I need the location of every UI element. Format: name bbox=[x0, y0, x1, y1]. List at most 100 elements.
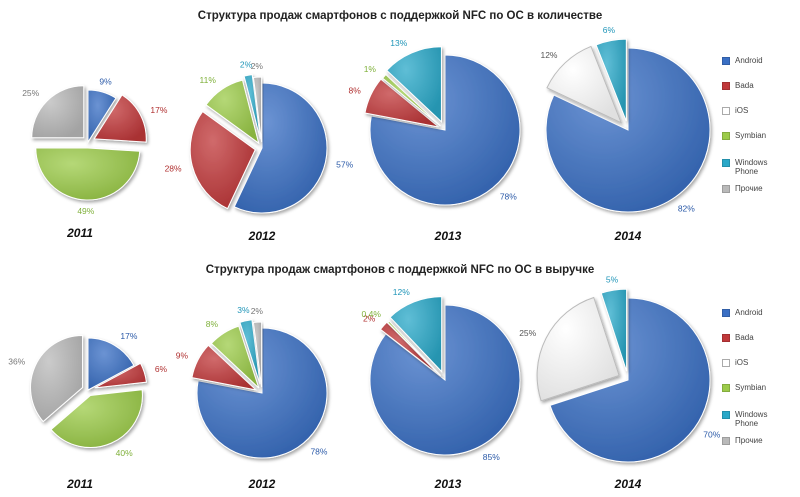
legend-item-прочие: Прочие bbox=[722, 184, 792, 193]
pie-label-0-2012-android: 57% bbox=[336, 160, 353, 170]
legend-label-android: Android bbox=[735, 308, 763, 317]
pie-slice-1-2012-windows-phone bbox=[239, 319, 261, 385]
year-label-1-2014: 2014 bbox=[614, 477, 642, 491]
pie-slice-1-2014-android bbox=[549, 297, 711, 463]
pie-slice-0-2012-прочие bbox=[252, 76, 263, 143]
pie-label-0-2011-android: 9% bbox=[99, 77, 112, 87]
pie-slice-1-2012-symbian bbox=[210, 325, 260, 389]
year-label-0-2013: 2013 bbox=[434, 229, 462, 243]
year-label-0-2012: 2012 bbox=[248, 229, 276, 243]
legend-swatch-ios bbox=[722, 107, 730, 115]
legend-swatch-windows-phone bbox=[722, 411, 730, 419]
pie-label-0-2013-symbian: 1% bbox=[364, 64, 377, 74]
pie-slice-1-2012-прочие bbox=[252, 321, 263, 388]
year-label-1-2011: 2011 bbox=[66, 477, 93, 491]
legend-label-android: Android bbox=[735, 56, 763, 65]
legend-label-прочие: Прочие bbox=[735, 436, 763, 445]
pie-label-0-2012-symbian: 11% bbox=[200, 75, 217, 85]
legend-item-android: Android bbox=[722, 56, 792, 65]
pie-slice-0-2013-bada bbox=[364, 78, 439, 128]
pie-slice-1-2011-symbian bbox=[50, 389, 143, 448]
legend-swatch-bada bbox=[722, 82, 730, 90]
legend-swatch-ios bbox=[722, 359, 730, 367]
pie-slice-1-2013-bada bbox=[379, 321, 441, 376]
legend-label-windows-phone: Windows Phone bbox=[735, 158, 768, 176]
pie-slice-1-2013-android bbox=[369, 304, 521, 456]
pie-slice-1-2011-прочие bbox=[30, 335, 84, 423]
pie-slice-1-2014-ios bbox=[536, 296, 620, 402]
pie-slice-0-2014-ios bbox=[546, 45, 623, 124]
pie-label-1-2013-bada: 2% bbox=[363, 313, 376, 323]
pie-label-0-2012-прочие: 2% bbox=[251, 61, 264, 71]
pie-label-0-2014-android: 82% bbox=[678, 204, 695, 214]
pie-slice-0-2014-android bbox=[545, 47, 711, 213]
pie-slice-1-2013-windows-phone bbox=[389, 296, 443, 373]
legend-swatch-android bbox=[722, 57, 730, 65]
chart-title-quantity: Структура продаж смартфонов с поддержкой… bbox=[197, 10, 603, 22]
pie-slice-0-2013-android bbox=[369, 54, 521, 206]
pie-label-0-2011-bada: 17% bbox=[150, 105, 167, 115]
legend-item-symbian: Symbian bbox=[722, 131, 792, 140]
pie-label-1-2013-android: 85% bbox=[483, 452, 500, 462]
pie-slice-1-2012-bada bbox=[191, 344, 258, 391]
pie-label-1-2013-windows-phone: 12% bbox=[393, 287, 410, 297]
legend-label-ios: iOS bbox=[735, 106, 749, 115]
legend-label-bada: Bada bbox=[735, 81, 754, 90]
legend-swatch-windows-phone bbox=[722, 159, 730, 167]
pie-label-0-2014-ios: 12% bbox=[540, 50, 557, 60]
pie-slice-0-2011-android bbox=[87, 89, 117, 144]
legend-swatch-symbian bbox=[722, 132, 730, 140]
legend-swatch-прочие bbox=[722, 437, 730, 445]
pie-label-1-2014-ios: 25% bbox=[519, 328, 536, 338]
pie-label-1-2011-symbian: 40% bbox=[116, 448, 133, 458]
pie-label-1-2014-windows-phone: 5% bbox=[606, 274, 619, 284]
pie-label-0-2013-bada: 8% bbox=[349, 85, 362, 95]
pie-slice-1-2011-android bbox=[87, 337, 135, 391]
pie-label-1-2012-android: 78% bbox=[310, 447, 327, 457]
pie-slice-0-2012-android bbox=[233, 82, 328, 214]
legend-item-ios: iOS bbox=[722, 106, 792, 115]
legend-label-symbian: Symbian bbox=[735, 383, 767, 392]
legend-item-android: Android bbox=[722, 308, 792, 317]
legend-item-windows-phone: Windows Phone bbox=[722, 410, 792, 428]
legend-swatch-android bbox=[722, 309, 730, 317]
pie-slice-1-2012-android bbox=[196, 327, 328, 459]
pie-label-1-2012-symbian: 8% bbox=[206, 319, 219, 329]
legend-label-windows-phone: Windows Phone bbox=[735, 410, 768, 428]
pie-slice-1-2011-bada bbox=[94, 362, 147, 389]
pie-label-0-2013-windows-phone: 13% bbox=[390, 38, 407, 48]
year-label-1-2013: 2013 bbox=[434, 477, 462, 491]
legend-item-прочие: Прочие bbox=[722, 436, 792, 445]
pie-label-1-2012-windows-phone: 3% bbox=[237, 305, 250, 315]
pie-label-0-2011-прочие: 25% bbox=[22, 88, 39, 98]
pie-label-1-2014-android: 70% bbox=[703, 430, 720, 440]
chart-title-revenue: Структура продаж смартфонов с поддержкой… bbox=[205, 264, 595, 276]
legend-item-symbian: Symbian bbox=[722, 383, 792, 392]
legend-item-ios: iOS bbox=[722, 358, 792, 367]
pie-label-1-2012-прочие: 2% bbox=[251, 306, 264, 316]
legend-swatch-symbian bbox=[722, 384, 730, 392]
legend-label-symbian: Symbian bbox=[735, 131, 767, 140]
pie-slice-0-2012-windows-phone bbox=[243, 74, 261, 140]
pie-slice-0-2014-windows-phone bbox=[595, 38, 627, 122]
pie-label-0-2014-windows-phone: 6% bbox=[603, 25, 616, 35]
pie-label-0-2012-windows-phone: 2% bbox=[240, 60, 253, 70]
legend-item-bada: Bada bbox=[722, 333, 792, 342]
pie-label-1-2012-bada: 9% bbox=[176, 350, 189, 360]
pie-slice-0-2011-bada bbox=[93, 94, 147, 143]
legend-label-прочие: Прочие bbox=[735, 184, 763, 193]
pie-label-1-2011-android: 17% bbox=[120, 331, 137, 341]
legend-swatch-прочие bbox=[722, 185, 730, 193]
pie-slice-0-2012-symbian bbox=[205, 79, 260, 145]
legend-item-windows-phone: Windows Phone bbox=[722, 158, 792, 176]
pie-slice-0-2013-symbian bbox=[382, 73, 441, 127]
year-label-1-2012: 2012 bbox=[248, 477, 276, 491]
pie-slice-1-2013-symbian bbox=[387, 320, 442, 377]
year-label-0-2014: 2014 bbox=[614, 229, 642, 243]
legend-item-bada: Bada bbox=[722, 81, 792, 90]
legend-label-ios: iOS bbox=[735, 358, 749, 367]
pie-slice-0-2011-прочие bbox=[31, 85, 85, 139]
pie-slice-0-2013-windows-phone bbox=[386, 46, 442, 123]
legend-swatch-bada bbox=[722, 334, 730, 342]
